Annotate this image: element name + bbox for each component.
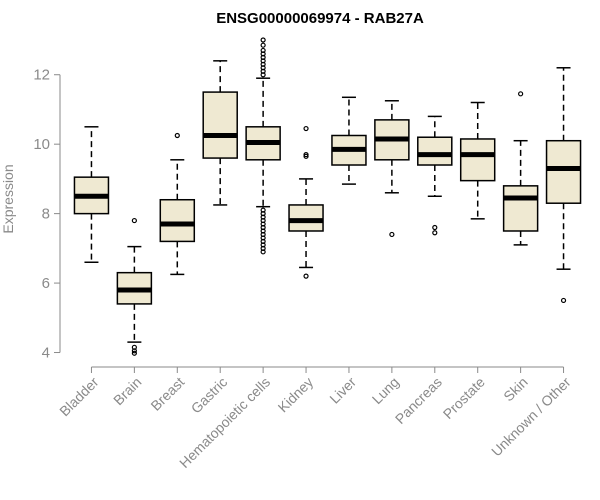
box-body <box>502 185 539 232</box>
box-body <box>159 198 196 243</box>
box-breast <box>159 132 196 276</box>
outlier-point <box>432 224 438 231</box>
box-unknown-other <box>545 67 582 304</box>
y-tick-label: 6 <box>42 275 50 292</box>
box-liver <box>331 96 367 185</box>
box-brain <box>116 217 153 356</box>
box-prostate <box>459 101 496 220</box>
y-tick-label: 8 <box>42 206 50 223</box>
outlier-point <box>260 37 266 43</box>
x-tick-label: Breast <box>147 374 187 414</box>
y-axis-label: Expression <box>0 164 16 233</box>
x-tick-label: Lung <box>369 374 402 407</box>
chart-title: ENSG00000069974 - RAB27A <box>216 10 424 27</box>
outlier-point <box>518 91 524 97</box>
box-kidney <box>288 125 324 279</box>
outlier-point <box>131 350 137 356</box>
outlier-point <box>260 72 266 78</box>
y-tick-label: 10 <box>33 136 50 153</box>
box-body <box>459 138 496 182</box>
y-tick-label: 12 <box>33 67 50 84</box>
outlier-point <box>131 217 137 224</box>
box-pancreas <box>417 115 453 236</box>
outlier-point <box>303 273 309 279</box>
x-tick-label: Gastric <box>188 374 231 417</box>
box-body <box>202 91 238 159</box>
x-tick-label: Brain <box>110 374 144 408</box>
outlier-point <box>389 231 395 238</box>
boxes-group <box>73 37 582 356</box>
outlier-point <box>260 249 266 255</box>
box-hematopoietic-cells <box>245 37 281 255</box>
y-axis: 4 6 8 10 12 <box>33 67 61 362</box>
x-tick-label: Liver <box>326 374 359 407</box>
x-tick-label: Bladder <box>56 374 102 420</box>
outlier-point <box>174 132 180 139</box>
outlier-point <box>303 153 309 159</box>
outlier-point <box>432 230 438 236</box>
box-bladder <box>73 126 110 263</box>
outlier-point <box>303 151 309 158</box>
box-body <box>417 136 453 166</box>
box-body <box>288 204 324 232</box>
box-skin <box>502 91 539 246</box>
box-body <box>545 139 582 204</box>
outlier-point <box>560 297 567 304</box>
x-tick-label: Skin <box>500 374 531 405</box>
x-tick-label: Unknown / Other <box>488 374 574 460</box>
x-tick-label: Pancreas <box>392 374 445 427</box>
x-tick-label: Prostate <box>440 374 488 422</box>
outlier-point <box>131 348 137 354</box>
box-gastric <box>202 60 238 206</box>
x-tick-label: Kidney <box>275 374 317 416</box>
box-lung <box>374 100 410 238</box>
outlier-point <box>260 42 266 48</box>
outlier-point <box>303 125 309 132</box>
y-tick-label: 4 <box>42 345 50 362</box>
